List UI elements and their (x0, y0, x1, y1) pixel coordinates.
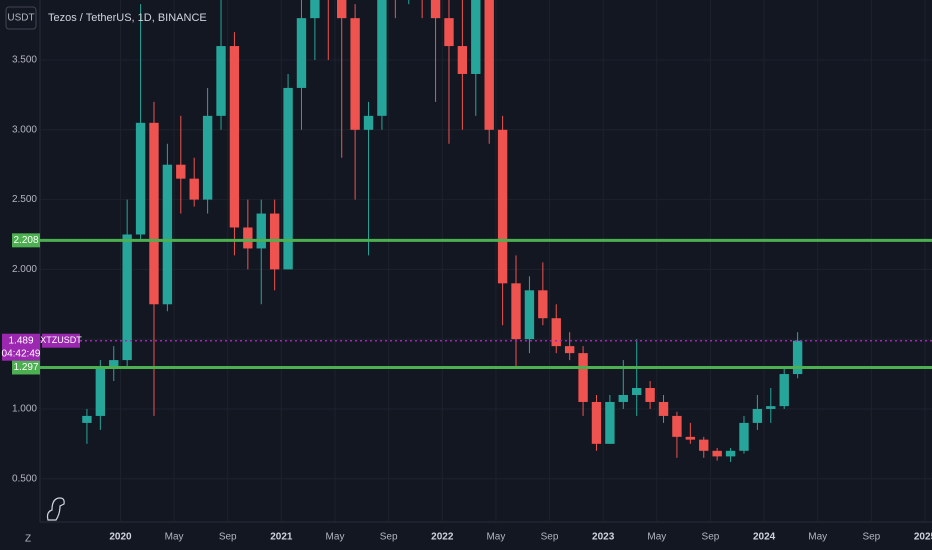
candle-body (457, 46, 468, 74)
candle-body (752, 408, 763, 423)
candle-body (216, 46, 226, 116)
candle-body (95, 367, 106, 416)
candle-body (618, 394, 628, 402)
candle-body (779, 374, 789, 407)
candle-body (337, 0, 347, 19)
candle-body (792, 340, 803, 375)
candle-body (712, 450, 722, 457)
x-tick-label: Sep (380, 532, 398, 543)
candle-body (658, 401, 669, 416)
countdown: 04:42:49 (2, 348, 41, 359)
candle-body (645, 388, 655, 402)
currency-box[interactable] (5, 6, 37, 30)
candle-body (377, 0, 387, 116)
candle-body (109, 360, 119, 368)
level-label: 2.208 (13, 235, 38, 246)
y-tick-label: 2.000 (12, 264, 37, 275)
x-tick-label: Sep (219, 532, 237, 543)
candle-body (632, 388, 642, 395)
candle-body (350, 18, 360, 130)
y-tick-label: 3.000 (12, 124, 37, 135)
candle-body (672, 415, 682, 437)
candle-body (162, 164, 173, 305)
candle-body (229, 46, 240, 228)
candle-body (605, 401, 615, 444)
candle-body (551, 318, 561, 347)
x-tick-label: May (808, 532, 827, 543)
candle-body (766, 406, 776, 409)
level-label-box (12, 360, 40, 375)
candle-body (511, 283, 521, 340)
x-tick-label: May (647, 532, 666, 543)
currency[interactable]: USDT (7, 13, 34, 24)
y-tick-label: 3.500 (12, 55, 37, 66)
x-tick-label: 2021 (270, 532, 293, 543)
candle-body (122, 234, 132, 361)
candle-body (497, 129, 508, 284)
candle-body (685, 436, 696, 440)
candle-body (538, 290, 548, 319)
x-tick-label: Sep (702, 532, 720, 543)
x-tick-label: 2025 (914, 532, 932, 543)
candle-body (564, 346, 575, 354)
y-tick-label: 2.500 (12, 194, 37, 205)
symbol-box (42, 333, 80, 348)
last-price-label: 1.489 (8, 335, 33, 346)
candle-body (283, 87, 293, 270)
x-tick-label: Sep (862, 532, 880, 543)
candle-body (591, 401, 602, 444)
candle-body (739, 422, 749, 451)
candle-body (578, 353, 588, 402)
candle-body (149, 122, 159, 305)
candle-body (484, 0, 494, 130)
candle-body (202, 115, 213, 200)
candle-body (725, 450, 736, 457)
symbol-label: XTZUSDT (40, 335, 82, 345)
x-tick-label: 2020 (109, 532, 132, 543)
x-tick-label: 2022 (431, 532, 454, 543)
candle-body (176, 164, 186, 179)
y-tick-label: 0.500 (12, 473, 37, 484)
scale-mode[interactable]: Z (25, 534, 31, 545)
level-label: 1.297 (13, 362, 38, 373)
candle-body (430, 0, 441, 19)
candle-body (310, 0, 320, 19)
chart-title: Tezos / TetherUS, 1D, BINANCE (48, 12, 207, 24)
candle-body (189, 178, 199, 200)
level-label-box (12, 233, 40, 248)
candle-body (524, 290, 535, 340)
candle-body (256, 213, 266, 249)
candle-body (363, 115, 374, 130)
y-tick-label: 1.000 (12, 404, 37, 415)
last-price-box (2, 333, 40, 361)
candle-body (243, 227, 253, 249)
x-tick-label: 2023 (592, 532, 615, 543)
x-tick-label: May (486, 532, 505, 543)
x-tick-label: Sep (541, 532, 559, 543)
candle-body (444, 18, 454, 47)
candle-body (135, 122, 146, 235)
x-tick-label: 2024 (753, 532, 776, 543)
candle-body (471, 0, 481, 74)
x-tick-label: May (326, 532, 345, 543)
candle-body (296, 18, 307, 88)
candle-body (82, 415, 92, 423)
logo (46, 497, 65, 521)
x-tick-label: May (165, 532, 184, 543)
candle-body (699, 439, 709, 451)
